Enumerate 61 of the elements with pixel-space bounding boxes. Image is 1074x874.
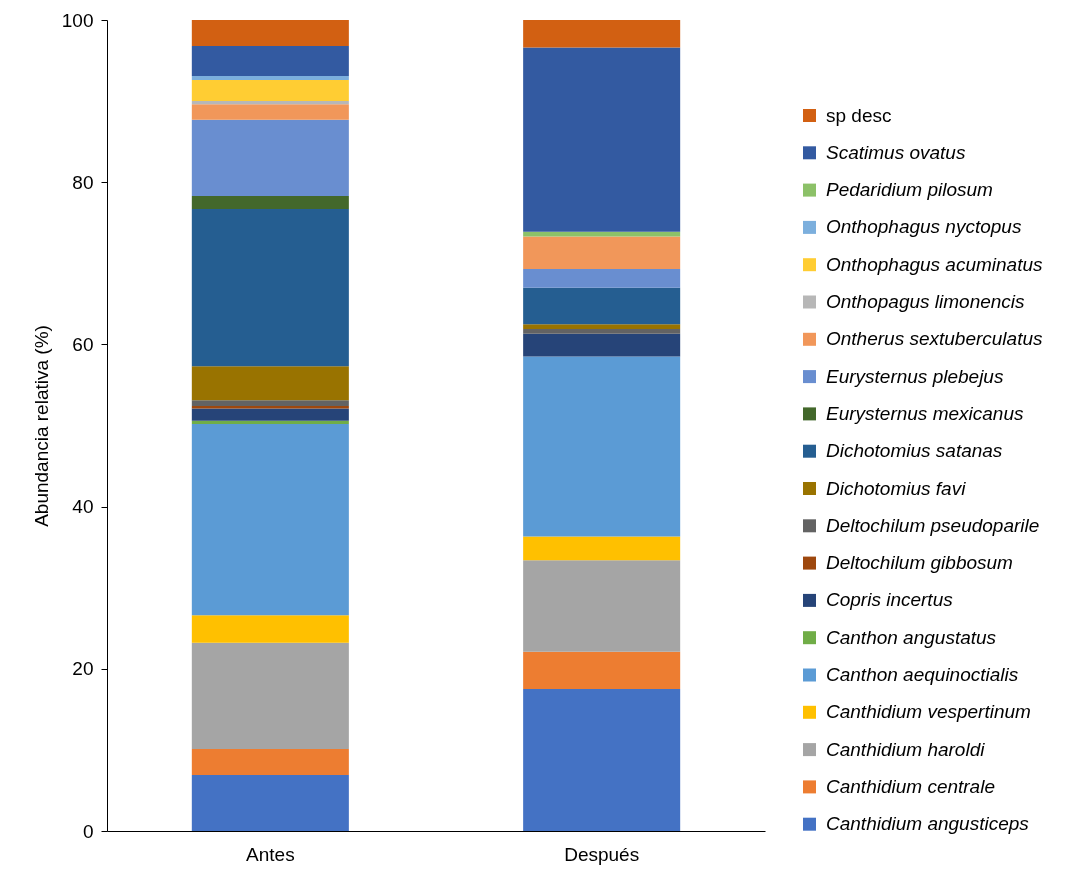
bar bbox=[191, 75, 349, 81]
legend-label: Copris incertus bbox=[826, 589, 954, 611]
bar bbox=[191, 80, 349, 102]
bar bbox=[523, 236, 681, 269]
legend-label: Ontherus sextuberculatus bbox=[826, 328, 1044, 350]
legend-label: Canthidium angusticeps bbox=[826, 813, 1030, 835]
bar bbox=[191, 195, 349, 209]
legend-label: Canthidium centrale bbox=[826, 775, 995, 797]
bar bbox=[523, 328, 681, 334]
bar bbox=[191, 208, 349, 367]
legend-label: Scatimus ovatus bbox=[826, 141, 966, 163]
bar bbox=[191, 642, 349, 750]
bar bbox=[191, 408, 349, 421]
legend-label: Canthon angustatus bbox=[826, 626, 997, 648]
bar bbox=[523, 689, 681, 831]
x-tick-label: Antes bbox=[246, 843, 295, 865]
legend-label: Dichotomius favi bbox=[826, 477, 967, 499]
x-tick-label: Después bbox=[564, 843, 640, 865]
legend-label: sp desc bbox=[826, 104, 892, 126]
bar bbox=[191, 423, 349, 616]
bar bbox=[523, 356, 681, 537]
bar bbox=[523, 268, 681, 288]
legend-label: Pedaridium pilosum bbox=[826, 179, 993, 201]
bar bbox=[191, 104, 349, 120]
y-axis-title: Abundancia relativa (%) bbox=[30, 325, 52, 527]
legend-label: Eurysternus plebejus bbox=[826, 365, 1004, 387]
y-tick-label: 100 bbox=[61, 9, 94, 31]
bar bbox=[523, 324, 681, 329]
bar bbox=[523, 536, 681, 561]
legend-label: Onthophagus nyctopus bbox=[826, 216, 1022, 238]
y-tick-label: 0 bbox=[82, 820, 94, 842]
bar bbox=[191, 45, 349, 76]
legend-label: Dichotomius satanas bbox=[826, 440, 1003, 462]
legend-label: Deltochilum pseudoparile bbox=[826, 514, 1040, 536]
bar bbox=[523, 231, 681, 237]
bar bbox=[191, 420, 349, 424]
y-tick-label: 80 bbox=[72, 171, 94, 193]
bar bbox=[191, 101, 349, 105]
y-tick-label: 60 bbox=[72, 333, 94, 355]
bar bbox=[191, 119, 349, 196]
bar bbox=[523, 287, 681, 325]
legend-label: Canthon aequinoctialis bbox=[826, 664, 1019, 685]
legend-label: Onthophagus acuminatus bbox=[826, 253, 1044, 275]
bar bbox=[523, 47, 681, 232]
bar bbox=[191, 775, 349, 831]
bar bbox=[523, 560, 681, 652]
bar bbox=[191, 615, 349, 643]
legend-label: Deltochilum gibbosum bbox=[826, 552, 1013, 574]
legend-label: Canthidium vespertinum bbox=[826, 701, 1031, 723]
y-tick-label: 40 bbox=[72, 496, 94, 518]
legend-label: Eurysternus mexicanus bbox=[826, 402, 1024, 424]
bar bbox=[191, 20, 349, 46]
bar bbox=[523, 333, 681, 357]
y-tick-label: 20 bbox=[72, 658, 94, 680]
bar bbox=[523, 651, 681, 690]
legend-label: Onthopagus limonencis bbox=[826, 291, 1026, 312]
bar bbox=[191, 366, 349, 401]
bar bbox=[523, 20, 681, 48]
bar bbox=[191, 749, 349, 776]
legend-label: Canthidium haroldi bbox=[826, 738, 986, 760]
bar bbox=[191, 400, 349, 407]
